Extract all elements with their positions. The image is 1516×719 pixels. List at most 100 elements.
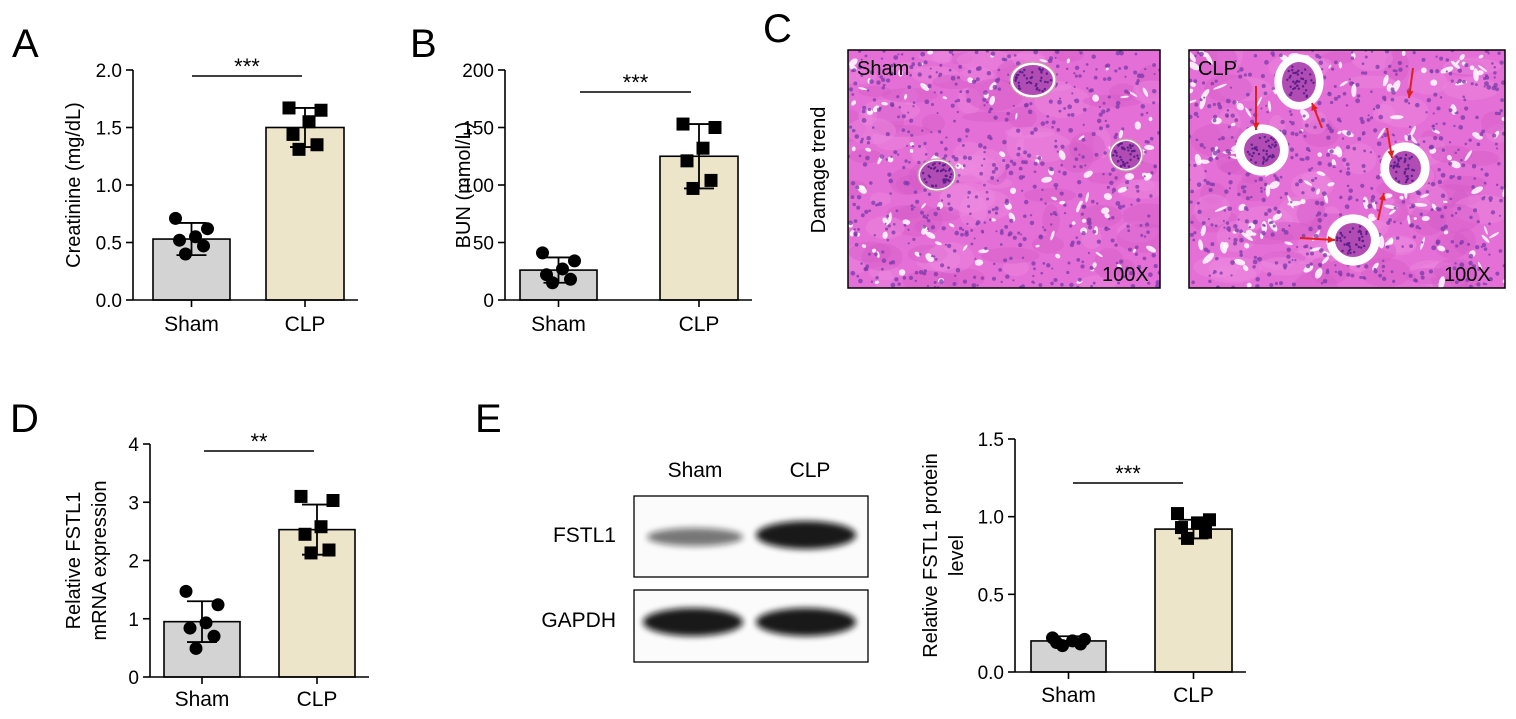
tissue-nucleus <box>923 269 927 273</box>
tissue-nucleus <box>1408 273 1413 278</box>
tissue-nucleus <box>1189 78 1193 83</box>
tissue-nucleus <box>1252 265 1256 269</box>
tissue-lumen <box>1238 203 1246 212</box>
tissue-patch <box>1342 143 1377 175</box>
glomerulus-nucleus <box>1397 157 1400 161</box>
tissue-nucleus <box>1155 280 1160 285</box>
blot-band-fstl1-sham <box>647 528 743 546</box>
tissue-patch <box>1420 129 1443 155</box>
tissue-nucleus <box>1229 86 1233 89</box>
tissue-nucleus <box>876 107 882 112</box>
glomerulus-nucleus <box>938 162 941 165</box>
tissue-lumen <box>849 230 855 237</box>
glomerulus-nucleus <box>929 167 933 170</box>
tissue-patch <box>1024 188 1077 203</box>
tissue-nucleus <box>944 243 947 246</box>
tissue-nucleus <box>1040 121 1046 126</box>
tissue-patch <box>1109 83 1137 102</box>
significance-label: *** <box>623 70 649 95</box>
tissue-nucleus <box>1484 74 1488 78</box>
glomerulus-nucleus <box>1289 85 1292 89</box>
tissue-nucleus <box>1195 138 1199 142</box>
tissue-nucleus <box>1439 56 1444 61</box>
tissue-nucleus <box>909 73 912 77</box>
tissue-nucleus <box>1363 170 1366 173</box>
tissue-nucleus <box>1122 275 1126 279</box>
tissue-nucleus <box>930 254 934 258</box>
tissue-patch <box>983 162 1007 186</box>
tissue-nucleus <box>1152 101 1156 105</box>
tissue-nucleus <box>1494 111 1499 116</box>
glomerulus-nucleus <box>1410 155 1413 159</box>
tissue-nucleus <box>1317 262 1322 267</box>
tissue-nucleus <box>1386 220 1391 225</box>
tissue-nucleus <box>1032 184 1037 189</box>
tissue-nucleus <box>1455 280 1459 285</box>
tissue-lumen <box>1198 239 1204 251</box>
tissue-nucleus <box>1193 79 1198 84</box>
tissue-nucleus <box>860 74 864 77</box>
tissue-patch <box>1197 196 1224 219</box>
tissue-nucleus <box>1377 155 1381 158</box>
tissue-patch <box>1087 172 1122 184</box>
tissue-nucleus <box>1125 268 1129 272</box>
tissue-nucleus <box>933 271 939 277</box>
tissue-nucleus <box>1458 278 1462 282</box>
glomerulus-nucleus <box>1039 79 1042 82</box>
y-tick-label: 2.0 <box>96 61 122 82</box>
tissue-nucleus <box>922 224 927 229</box>
tissue-nucleus <box>1055 73 1059 76</box>
data-point-clp <box>294 489 308 503</box>
tissue-nucleus <box>901 128 906 132</box>
tissue-lumen <box>1413 217 1417 220</box>
tissue-nucleus <box>923 141 927 146</box>
tissue-nucleus <box>907 130 911 134</box>
glomerulus-nucleus <box>1407 167 1410 170</box>
glomerulus-nucleus <box>1255 148 1259 152</box>
tissue-nucleus <box>854 134 860 139</box>
tissue-nucleus <box>908 275 914 281</box>
tissue-nucleus <box>885 158 889 161</box>
tissue-nucleus <box>1058 170 1061 173</box>
tissue-nucleus <box>983 104 986 107</box>
tissue-lumen <box>1389 209 1397 215</box>
tissue-nucleus <box>1228 237 1231 240</box>
tissue-patch <box>1079 204 1122 228</box>
tissue-lumen <box>881 101 888 106</box>
tissue-nucleus <box>1441 148 1446 152</box>
tissue-nucleus <box>1144 67 1147 71</box>
glomerulus-nucleus <box>1410 174 1414 178</box>
tissue-nucleus <box>1401 200 1406 204</box>
glomerulus-nucleus <box>931 163 935 167</box>
tissue-nucleus <box>1033 50 1039 55</box>
tissue-patch <box>1189 160 1206 193</box>
tissue-nucleus <box>1089 266 1094 271</box>
x-tick-label-sham: Sham <box>164 313 219 336</box>
tissue-nucleus <box>1372 107 1376 111</box>
tissue-nucleus <box>927 192 932 196</box>
tissue-nucleus <box>1044 202 1047 205</box>
tissue-nucleus <box>1199 98 1203 102</box>
tissue-nucleus <box>1317 211 1322 216</box>
glomerulus-nucleus <box>1301 85 1305 88</box>
tissue-patch <box>848 241 892 263</box>
tissue-nucleus <box>860 58 863 61</box>
tissue-nucleus <box>1346 167 1350 171</box>
tissue-nucleus <box>1326 123 1330 128</box>
glomerulus-nucleus <box>1023 68 1026 72</box>
glomerulus-nucleus <box>1310 79 1313 82</box>
tissue-nucleus <box>1096 239 1102 244</box>
tissue-nucleus <box>1494 142 1498 146</box>
tissue-patch <box>1261 251 1306 265</box>
panel-letter-d: D <box>10 397 39 441</box>
tissue-nucleus <box>886 238 890 242</box>
tissue-nucleus <box>1458 125 1464 130</box>
tissue-lumen <box>1146 245 1157 253</box>
tissue-nucleus <box>848 87 853 92</box>
tissue-nucleus <box>1471 264 1477 269</box>
tissue-nucleus <box>873 234 876 237</box>
tissue-nucleus <box>1366 118 1371 122</box>
tissue-nucleus <box>979 171 984 176</box>
tissue-nucleus <box>986 71 992 76</box>
